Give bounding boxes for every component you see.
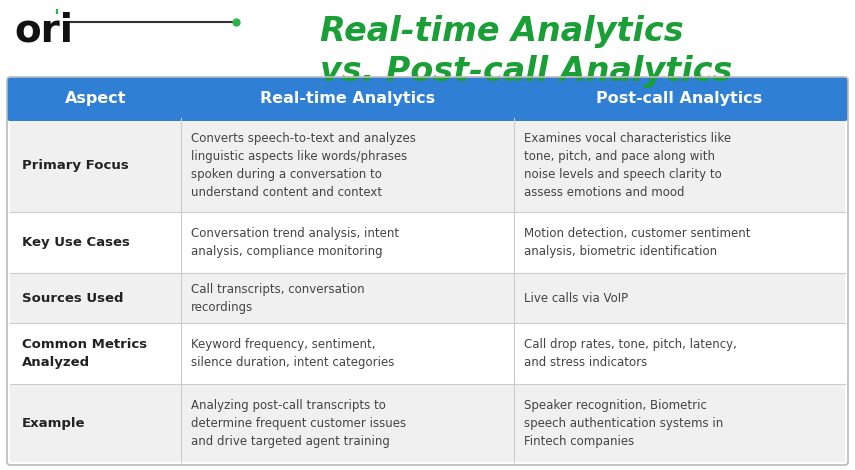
Text: Conversation trend analysis, intent
analysis, compliance monitoring: Conversation trend analysis, intent anal… (192, 227, 399, 258)
FancyBboxPatch shape (10, 118, 845, 212)
FancyBboxPatch shape (10, 323, 845, 384)
Text: Keyword frequency, sentiment,
silence duration, intent categories: Keyword frequency, sentiment, silence du… (192, 338, 394, 369)
Text: Key Use Cases: Key Use Cases (22, 236, 130, 249)
Text: Speaker recognition, Biometric
speech authentication systems in
Fintech companie: Speaker recognition, Biometric speech au… (523, 399, 722, 447)
Text: Real-time Analytics: Real-time Analytics (260, 92, 435, 107)
Text: Call transcripts, conversation
recordings: Call transcripts, conversation recording… (192, 283, 365, 313)
FancyBboxPatch shape (7, 77, 848, 121)
Text: Primary Focus: Primary Focus (22, 159, 129, 172)
Text: Motion detection, customer sentiment
analysis, biometric identification: Motion detection, customer sentiment ana… (523, 227, 750, 258)
Text: ori: ori (14, 12, 73, 50)
Text: vs. Post-call Analytics: vs. Post-call Analytics (320, 55, 733, 88)
Text: Common Metrics
Analyzed: Common Metrics Analyzed (22, 338, 147, 369)
Text: Examines vocal characteristics like
tone, pitch, and pace along with
noise level: Examines vocal characteristics like tone… (523, 132, 731, 199)
Text: Live calls via VoIP: Live calls via VoIP (523, 292, 628, 305)
FancyBboxPatch shape (10, 384, 845, 462)
Text: Example: Example (22, 416, 86, 430)
Text: Converts speech-to-text and analyzes
linguistic aspects like words/phrases
spoke: Converts speech-to-text and analyzes lin… (192, 132, 416, 199)
Text: Sources Used: Sources Used (22, 292, 123, 305)
Text: Call drop rates, tone, pitch, latency,
and stress indicators: Call drop rates, tone, pitch, latency, a… (523, 338, 736, 369)
Text: ': ' (53, 8, 59, 27)
FancyBboxPatch shape (10, 212, 845, 273)
Text: Aspect: Aspect (65, 92, 127, 107)
FancyBboxPatch shape (10, 273, 845, 323)
Text: Post-call Analytics: Post-call Analytics (596, 92, 763, 107)
Text: Analyzing post-call transcripts to
determine frequent customer issues
and drive : Analyzing post-call transcripts to deter… (192, 399, 406, 447)
Text: Real-time Analytics: Real-time Analytics (320, 15, 684, 48)
